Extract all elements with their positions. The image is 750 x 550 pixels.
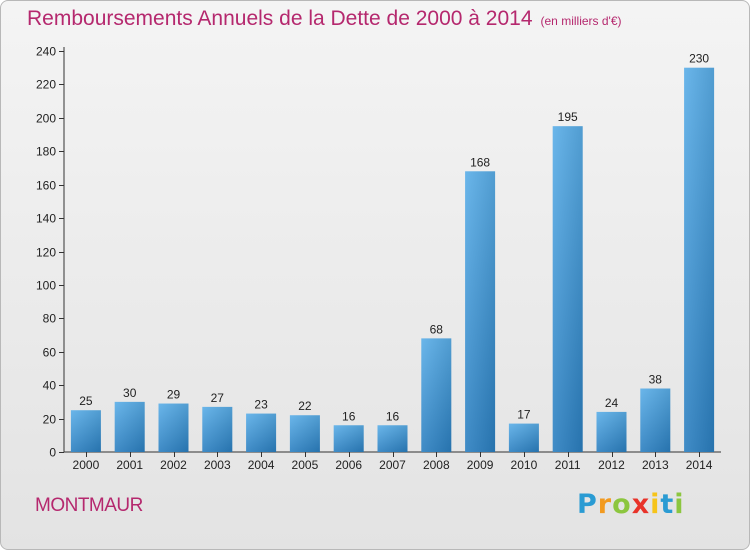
- x-tick-label: 2002: [160, 458, 187, 472]
- x-tick-label: 2007: [379, 458, 406, 472]
- data-label: 25: [79, 394, 93, 408]
- bar-shade: [640, 388, 671, 452]
- x-tick-label: 2004: [248, 458, 275, 472]
- y-tick-label: 200: [36, 112, 56, 126]
- commune-name: MONTMAUR: [35, 495, 143, 516]
- logo-letter: P: [577, 489, 598, 520]
- x-tick-label: 2006: [335, 458, 362, 472]
- data-label: 17: [517, 408, 531, 422]
- data-label: 22: [298, 399, 312, 413]
- proxiti-logo: Proxiti: [577, 489, 685, 520]
- y-tick-label: 240: [36, 45, 56, 59]
- y-tick-label: 120: [36, 246, 56, 260]
- logo-letter: o: [612, 489, 632, 520]
- bar-shade: [508, 423, 539, 452]
- logo-letter: r: [597, 489, 613, 520]
- y-tick-label: 0: [49, 446, 56, 460]
- bar-shade: [333, 425, 364, 452]
- x-tick-label: 2011: [555, 458, 581, 472]
- y-tick-label: 20: [43, 413, 57, 427]
- logo-letter: t: [660, 489, 675, 520]
- y-tick-label: 220: [36, 78, 56, 92]
- bar-shade: [465, 171, 496, 453]
- x-tick-label: 2001: [116, 458, 143, 472]
- chart-axes: 0 20 40 60 80 100 120 140 160 180 200 220 240: [36, 45, 721, 460]
- bar-shade: [289, 415, 320, 452]
- data-label: 27: [211, 391, 225, 405]
- x-tick-label: 2012: [598, 458, 625, 472]
- bar-shade: [246, 413, 277, 452]
- data-label: 230: [689, 52, 709, 66]
- y-tick-label: 140: [36, 212, 56, 226]
- bar-shade: [552, 126, 583, 452]
- chart-title-text: Remboursements Annuels de la Dette de 20…: [27, 7, 533, 30]
- x-tick-label: 2000: [73, 458, 100, 472]
- data-label: 30: [123, 386, 137, 400]
- data-label: 24: [605, 396, 619, 410]
- bar-shade: [377, 425, 408, 452]
- data-label: 29: [167, 388, 181, 402]
- y-tick-label: 160: [36, 179, 56, 193]
- bar-shade: [158, 403, 189, 452]
- x-tick-label: 2009: [467, 458, 494, 472]
- chart-bars: [70, 67, 715, 453]
- data-label: 38: [649, 373, 663, 387]
- data-label: 16: [342, 409, 356, 423]
- chart-title: Remboursements Annuels de la Dette de 20…: [27, 7, 622, 31]
- bar-shade: [596, 411, 627, 452]
- data-label: 16: [386, 409, 400, 423]
- data-label: 68: [430, 322, 444, 336]
- logo-letter: i: [650, 489, 661, 520]
- x-tick-label: 2014: [686, 458, 713, 472]
- chart-unit: (en milliers d'€): [540, 14, 622, 28]
- x-tick-label: 2003: [204, 458, 231, 472]
- x-tick-label: 2005: [292, 458, 319, 472]
- bar-shade: [114, 401, 145, 452]
- bar-shade: [421, 338, 452, 452]
- y-tick-label: 80: [43, 312, 57, 326]
- data-label: 195: [558, 110, 578, 124]
- logo-letter: x: [631, 489, 651, 520]
- x-tick-label: 2008: [423, 458, 450, 472]
- data-label: 168: [470, 155, 490, 169]
- logo-letter: i: [674, 489, 685, 520]
- y-tick-label: 180: [36, 145, 56, 159]
- y-tick-label: 100: [36, 279, 56, 293]
- x-tick-label: 2013: [642, 458, 669, 472]
- x-tick-label: 2010: [511, 458, 538, 472]
- y-tick-label: 60: [43, 346, 57, 360]
- y-tick-label: 40: [43, 379, 57, 393]
- chart-labels: 2000 25 2001 30 2002 29 2003 27 2004 23 2005 22 2006…: [73, 52, 713, 472]
- bar-shade: [202, 406, 233, 452]
- data-label: 23: [254, 398, 268, 412]
- bar-shade: [70, 410, 101, 452]
- bar-shade: [684, 67, 715, 452]
